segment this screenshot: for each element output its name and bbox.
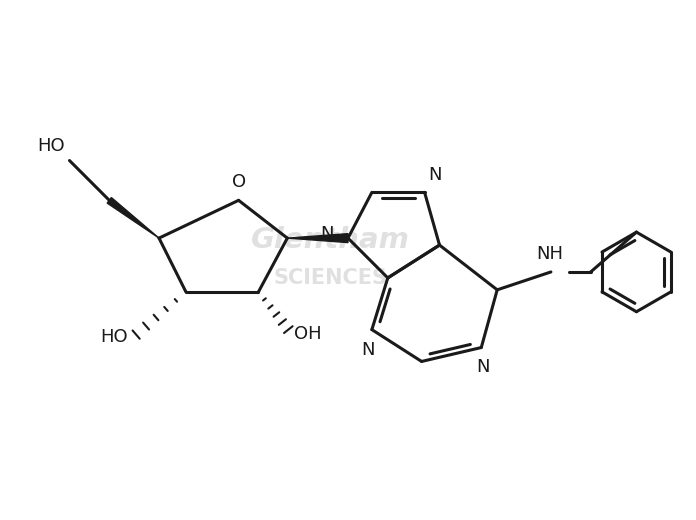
Text: N: N bbox=[361, 341, 374, 359]
Text: N: N bbox=[429, 166, 442, 185]
Polygon shape bbox=[287, 233, 348, 243]
Text: SCIENCES: SCIENCES bbox=[273, 268, 387, 288]
Text: HO: HO bbox=[37, 137, 65, 154]
Text: N: N bbox=[477, 358, 490, 376]
Text: HO: HO bbox=[100, 328, 128, 346]
Text: NH: NH bbox=[537, 245, 564, 263]
Polygon shape bbox=[107, 198, 159, 238]
Text: OH: OH bbox=[294, 324, 322, 343]
Text: N: N bbox=[321, 225, 334, 243]
Text: Glentham: Glentham bbox=[251, 226, 410, 254]
Text: O: O bbox=[232, 173, 246, 191]
